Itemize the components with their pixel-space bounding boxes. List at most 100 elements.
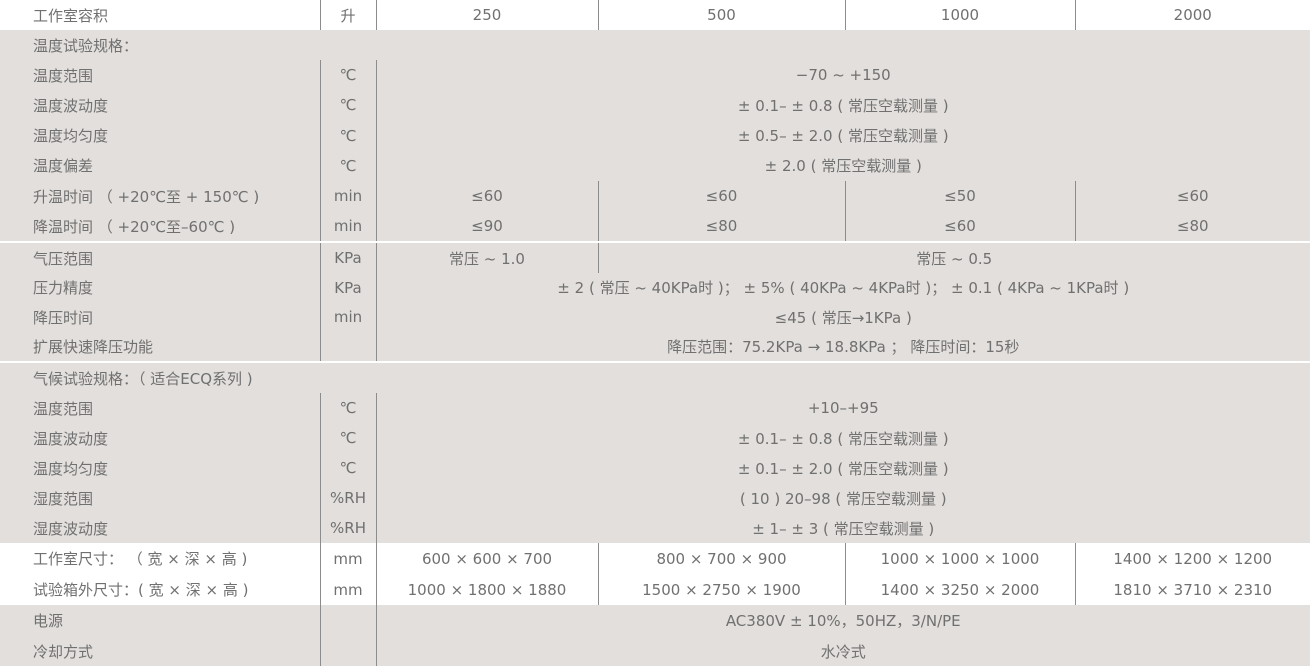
- spec-value: ± 0.1– ± 0.8 ( 常压空载测量 ): [375, 423, 1310, 454]
- spec-value: ± 2 ( 常压 ~ 40KPa时 )； ± 5% ( 40KPa ~ 4KPa…: [375, 272, 1310, 303]
- spec-value: 常压 ~ 1.0: [375, 243, 598, 273]
- spec-value: ± 0.1– ± 2.0 ( 常压空载测量 ): [375, 453, 1310, 484]
- spec-unit: ℃: [319, 393, 376, 424]
- spec-value: 800 × 700 × 900: [597, 543, 845, 575]
- spec-unit: [319, 635, 376, 667]
- spec-row: 温度范围 ℃ +10–+95: [0, 393, 1310, 424]
- spec-value: 常压 ~ 0.5: [597, 243, 1310, 273]
- spec-label: 试验箱外尺寸：( 宽 × 深 × 高 ): [33, 581, 249, 600]
- spec-unit: ℃: [319, 150, 376, 181]
- spec-label: 降压时间: [33, 308, 94, 327]
- spec-unit: mm: [319, 574, 376, 606]
- spec-unit: %RH: [319, 513, 376, 544]
- spec-value: 1000: [844, 0, 1075, 30]
- spec-value: ≤90: [375, 211, 598, 242]
- spec-value: ≤60: [375, 180, 598, 212]
- spec-label: 湿度范围: [33, 489, 94, 508]
- spec-row: 湿度范围 %RH( 10 ) 20–98 ( 常压空载测量 ): [0, 483, 1310, 514]
- spec-value: ( 10 ) 20–98 ( 常压空载测量 ): [375, 483, 1310, 514]
- spec-label: 温度均匀度: [33, 459, 109, 478]
- spec-row: 升温时间 （ +20℃至 + 150℃ ) min ≤60 ≤60 ≤50 ≤60: [0, 180, 1310, 212]
- spec-value: 250: [375, 0, 598, 30]
- spec-row: 扩展快速降压功能 降压范围：75.2KPa → 18.8KPa ； 降压时间：15…: [0, 331, 1310, 362]
- spec-label: 工作室尺寸： （ 宽 × 深 × 高 ): [33, 550, 248, 569]
- spec-value: 水冷式: [375, 635, 1310, 667]
- spec-value: 600 × 600 × 700: [375, 543, 598, 575]
- spec-unit: min: [319, 211, 376, 242]
- spec-row: 温度偏差 ℃ ± 2.0 ( 常压空载测量 ): [0, 150, 1310, 181]
- section-title: 温度试验规格：: [33, 36, 139, 55]
- spec-row: 降温时间 （ +20℃至–60℃ ) min ≤90 ≤80 ≤60 ≤80: [0, 211, 1310, 242]
- spec-label: 温度波动度: [33, 96, 109, 115]
- spec-label: 升温时间 （ +20℃至 + 150℃ ): [33, 187, 260, 206]
- spec-value: −70 ~ +150: [375, 60, 1310, 91]
- section-title-row: 温度试验规格：: [0, 30, 1310, 61]
- spec-label: 温度偏差: [33, 157, 94, 176]
- spec-label: 冷却方式: [33, 642, 94, 661]
- spec-value: ± 1– ± 3 ( 常压空载测量 ): [375, 513, 1310, 544]
- spec-value: 1500 × 2750 × 1900: [597, 574, 845, 606]
- spec-row: 降压时间 min ≤45 ( 常压→1KPa ): [0, 302, 1310, 332]
- spec-value: AC380V ± 10%，50HZ，3/N/PE: [375, 605, 1310, 636]
- spec-value: ± 2.0 ( 常压空载测量 ): [375, 150, 1310, 181]
- spec-value: ± 0.5– ± 2.0 ( 常压空载测量 ): [375, 120, 1310, 151]
- spec-value: 1400 × 1200 × 1200: [1074, 543, 1310, 575]
- spec-unit: 升: [319, 0, 376, 30]
- spec-unit: ℃: [319, 120, 376, 151]
- spec-row: 气压范围 KPa 常压 ~ 1.0 常压 ~ 0.5: [0, 243, 1310, 273]
- spec-label: 温度范围: [33, 399, 94, 418]
- spec-label: 电源: [33, 612, 64, 631]
- section-divider: [0, 361, 1310, 364]
- spec-unit: min: [319, 302, 376, 332]
- spec-label: 温度范围: [33, 66, 94, 85]
- spec-row: 工作室容积 升 250 500 1000 2000: [0, 0, 1310, 30]
- spec-value: ≤60: [597, 180, 845, 212]
- spec-row: 湿度波动度 %RH ± 1– ± 3 ( 常压空载测量 ): [0, 513, 1310, 544]
- spec-value: +10–+95: [375, 393, 1310, 424]
- spec-value: 2000: [1074, 0, 1310, 30]
- spec-row: 温度范围 ℃ −70 ~ +150: [0, 60, 1310, 91]
- spec-unit: [319, 331, 376, 362]
- spec-unit: min: [319, 180, 376, 212]
- spec-unit: ℃: [319, 60, 376, 91]
- spec-unit: ℃: [319, 90, 376, 121]
- spec-value: ≤80: [597, 211, 845, 242]
- spec-value: 1810 × 3710 × 2310: [1074, 574, 1310, 606]
- spec-value: ≤60: [1074, 180, 1310, 212]
- spec-row: 温度均匀度 ℃ ± 0.5– ± 2.0 ( 常压空载测量 ): [0, 120, 1310, 151]
- spec-label: 压力精度: [33, 279, 94, 298]
- spec-value: 1000 × 1000 × 1000: [844, 543, 1075, 575]
- spec-label: 降温时间 （ +20℃至–60℃ ): [33, 217, 236, 236]
- spec-value: 降压范围：75.2KPa → 18.8KPa ； 降压时间：15秒: [375, 331, 1310, 362]
- spec-label: 温度波动度: [33, 429, 109, 448]
- spec-unit: KPa: [319, 272, 376, 303]
- spec-unit: mm: [319, 543, 376, 575]
- spec-value: ≤60: [844, 211, 1075, 242]
- spec-unit: KPa: [319, 243, 376, 273]
- spec-row: 温度波动度 ℃ ± 0.1– ± 0.8 ( 常压空载测量 ): [0, 90, 1310, 121]
- spec-value: ≤50: [844, 180, 1075, 212]
- section-title-row: 气候试验规格：（ 适合ECQ系列 ): [0, 363, 1310, 394]
- section-title: 气候试验规格：（ 适合ECQ系列 ): [33, 369, 253, 388]
- spec-value: ≤45 ( 常压→1KPa ): [375, 302, 1310, 332]
- spec-row: 压力精度 KPa ± 2 ( 常压 ~ 40KPa时 )； ± 5% ( 40KPa…: [0, 272, 1310, 303]
- section-divider: [0, 241, 1310, 244]
- spec-unit: ℃: [319, 423, 376, 454]
- spec-row: 温度均匀度 ℃ ± 0.1– ± 2.0 ( 常压空载测量 ): [0, 453, 1310, 484]
- spec-unit: ℃: [319, 453, 376, 484]
- spec-label: 湿度波动度: [33, 519, 109, 538]
- spec-label: 温度均匀度: [33, 127, 109, 146]
- spec-row: 电源 AC380V ± 10%，50HZ，3/N/PE: [0, 605, 1310, 636]
- spec-value: ± 0.1– ± 0.8 ( 常压空载测量 ): [375, 90, 1310, 121]
- spec-unit: %RH: [319, 483, 376, 514]
- spec-label: 工作室容积: [33, 6, 109, 25]
- spec-row: 工作室尺寸： （ 宽 × 深 × 高 ) mm 600 × 600 × 700 800…: [0, 543, 1310, 575]
- spec-value: 1000 × 1800 × 1880: [375, 574, 598, 606]
- spec-row: 冷却方式 水冷式: [0, 635, 1310, 667]
- spec-value: 500: [597, 0, 845, 30]
- spec-row: 温度波动度 ℃ ± 0.1– ± 0.8 ( 常压空载测量 ): [0, 423, 1310, 454]
- spec-label: 扩展快速降压功能: [33, 338, 154, 357]
- spec-unit: [319, 605, 376, 636]
- spec-value: 1400 × 3250 × 2000: [844, 574, 1075, 606]
